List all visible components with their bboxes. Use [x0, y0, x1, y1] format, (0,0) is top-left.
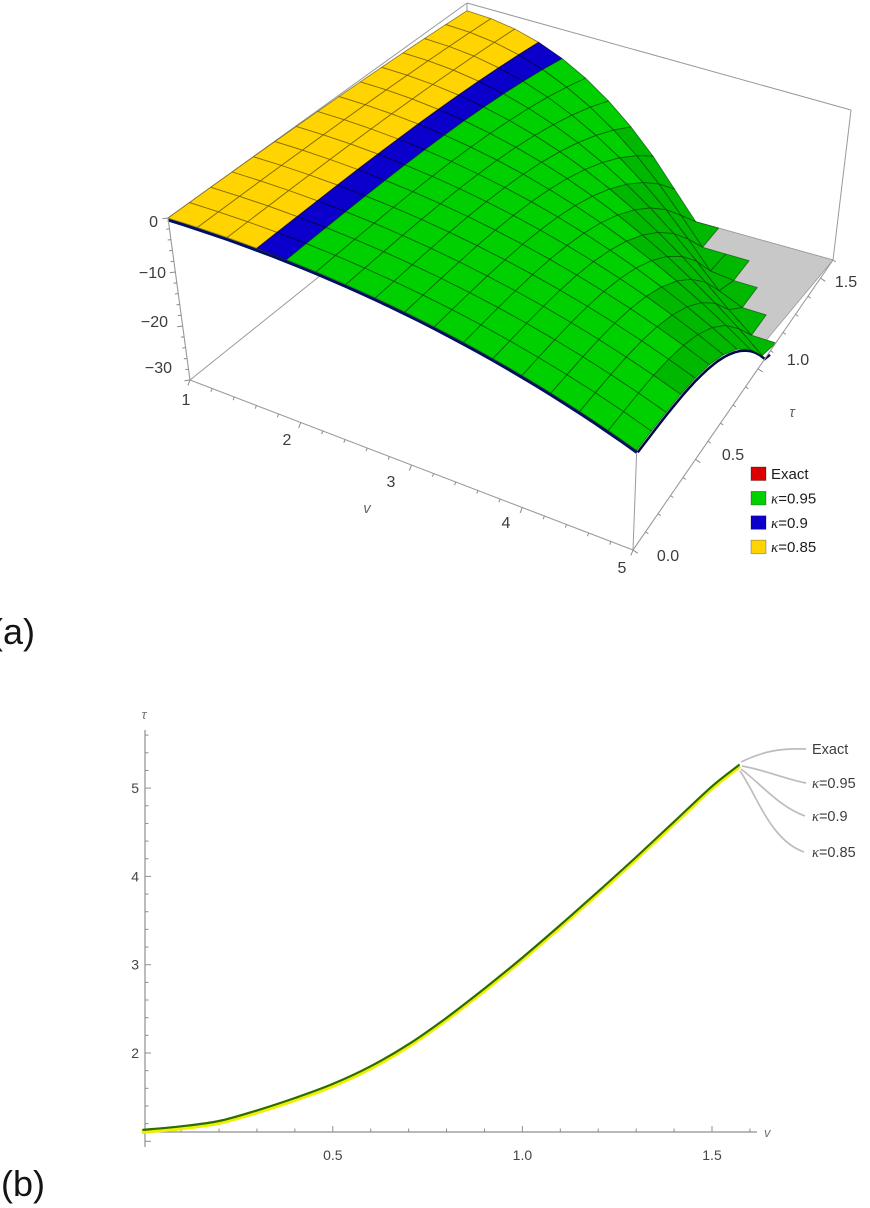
v-tick — [476, 490, 479, 494]
under-edge-front — [167, 218, 638, 454]
z-tick-label: −30 — [145, 360, 172, 377]
x-tick-label: 1.5 — [702, 1147, 722, 1163]
callout-leader — [741, 765, 807, 784]
legend-label: κ=0.85 — [771, 539, 816, 556]
y-tick-label: 2 — [131, 1045, 139, 1061]
legend-label: κ=0.95 — [771, 490, 816, 507]
legend-swatch-k3 — [750, 539, 767, 555]
tau-tick-label: 1.5 — [835, 274, 857, 291]
v-tick-label: 5 — [618, 560, 627, 577]
callout-leader — [739, 770, 805, 853]
tau-tick — [732, 404, 737, 408]
v-tick — [519, 507, 523, 514]
tau-tick — [795, 313, 799, 317]
v-tick — [254, 405, 257, 409]
panel-label-b: (b) — [1, 1163, 45, 1204]
tau-tick — [745, 386, 749, 390]
x-tick-label: 0.5 — [323, 1147, 343, 1163]
callout-label: κ=0.95 — [812, 776, 856, 792]
z-tick-label: 0 — [149, 214, 158, 231]
y-tick-label: 5 — [131, 780, 139, 796]
callout-label: κ=0.85 — [812, 845, 856, 861]
z-tick — [169, 271, 176, 274]
v-tick-label: 2 — [283, 432, 292, 449]
curve-k085-yellow — [141, 765, 741, 1134]
callout-label: Exact — [812, 742, 848, 758]
v-tick — [343, 439, 346, 443]
callout-label: κ=0.9 — [812, 809, 848, 825]
v-tick-label: 3 — [387, 474, 396, 491]
under-edge-right — [636, 349, 771, 454]
curve-exact-green — [142, 764, 740, 1131]
v-axis-label: v — [363, 500, 372, 517]
tau-tick — [782, 332, 787, 335]
v-tick — [454, 481, 457, 486]
v-tick — [586, 532, 590, 537]
v-tick — [542, 515, 545, 520]
x-axis-name: v — [764, 1125, 772, 1140]
tau-tick — [757, 368, 764, 373]
surface-cell — [607, 411, 652, 451]
v-tick — [276, 413, 280, 418]
v-tick — [210, 388, 213, 392]
tau-tick-label: 0.5 — [722, 447, 744, 464]
v-tick — [298, 422, 302, 429]
box-edge — [466, 2, 852, 111]
v-tick — [387, 456, 390, 460]
z-tick — [184, 379, 191, 382]
v-tick — [232, 396, 235, 401]
tau-tick — [632, 549, 639, 554]
legend-swatch-k2 — [750, 515, 767, 530]
tau-axis-label: τ — [789, 404, 796, 421]
v-tick-label: 4 — [502, 515, 511, 532]
tau-tick — [707, 440, 712, 444]
legend-label: κ=0.9 — [771, 515, 808, 532]
callout-leader — [740, 748, 807, 763]
tau-tick — [670, 495, 674, 498]
tau-tick — [720, 422, 724, 426]
tau-tick — [832, 259, 837, 263]
v-tick — [431, 473, 435, 477]
v-tick — [498, 498, 501, 503]
v-tick — [408, 464, 412, 471]
tau-tick-label: 0.0 — [657, 548, 679, 565]
tau-tick — [807, 295, 812, 299]
v-tick-label: 1 — [182, 392, 191, 409]
legend-swatch-exact — [750, 466, 767, 481]
box-edge — [832, 109, 852, 261]
y-tick-label: 4 — [131, 868, 139, 884]
plot3d-legend: Exact κ=0.95 κ=0.9 κ=0.85 — [750, 466, 816, 556]
v-tick — [609, 541, 612, 545]
tau-tick-label: 1.0 — [787, 352, 809, 369]
y-tick-label: 3 — [131, 957, 139, 973]
v-tick — [321, 430, 324, 435]
tau-tick — [682, 477, 687, 480]
tau-tick — [770, 350, 774, 353]
tau-tick — [657, 513, 662, 517]
legend-label: Exact — [771, 466, 809, 483]
tau-tick — [645, 531, 649, 535]
axis-line — [167, 217, 191, 381]
v-tick — [630, 549, 634, 556]
z-tick — [177, 325, 183, 328]
v-tick — [365, 447, 368, 452]
v-tick — [187, 379, 191, 386]
y-axis-name: τ — [142, 707, 148, 722]
tau-tick — [820, 277, 826, 282]
z-tick-label: −10 — [139, 265, 166, 282]
v-tick — [564, 524, 568, 528]
x-tick-label: 1.0 — [513, 1147, 533, 1163]
plot2d-line-panel: 0.5 1.0 1.5 2 3 4 5 τ v Exact κ=0.95 κ=0.9 κ=0.85 — [131, 707, 855, 1163]
z-tick — [162, 217, 169, 220]
legend-swatch-k1 — [750, 490, 767, 506]
panel-label-a: (a) — [0, 611, 35, 652]
z-tick-label: −20 — [141, 314, 168, 331]
plot3d-surface-panel: 0 −10 −20 −30 1 2 3 4 5 0.0 0.5 1.0 1.5 v τ — [139, 2, 857, 577]
tau-tick — [695, 458, 701, 463]
callout-leader — [740, 768, 806, 817]
